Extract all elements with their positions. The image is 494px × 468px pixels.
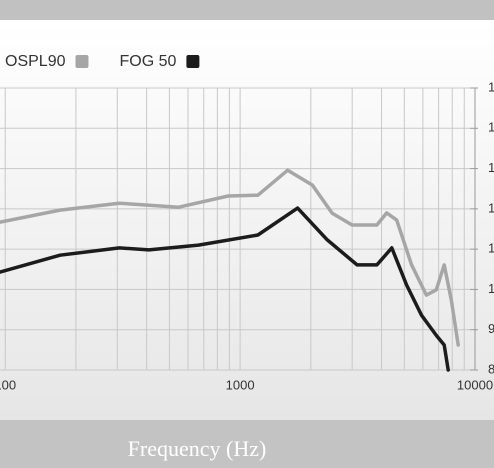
plot-background	[0, 20, 494, 420]
legend-label: FOG 50	[119, 53, 176, 70]
y-tick-label: 140	[488, 120, 494, 135]
y-tick-label: 90	[488, 321, 494, 336]
legend-swatch	[186, 55, 200, 68]
bottom-bar	[0, 420, 494, 468]
x-tick-label: 10000	[457, 377, 493, 392]
y-tick-label: 130	[488, 160, 494, 175]
series-line	[0, 206, 450, 372]
x-tick-label: 1000	[226, 377, 255, 392]
x-axis-label: Frequency (Hz)	[128, 436, 267, 461]
y-tick-label: 150	[488, 79, 494, 94]
y-tick-label: 100	[488, 281, 494, 296]
y-tick-label: 80	[488, 361, 494, 376]
legend-label: OSPL90	[5, 53, 66, 70]
legend-swatch	[75, 55, 89, 68]
y-tick-label: 120	[488, 200, 494, 215]
y-tick-label: 110	[488, 241, 494, 256]
top-bar	[0, 0, 494, 20]
x-tick-label: 100	[0, 377, 16, 392]
series-line	[0, 168, 460, 347]
